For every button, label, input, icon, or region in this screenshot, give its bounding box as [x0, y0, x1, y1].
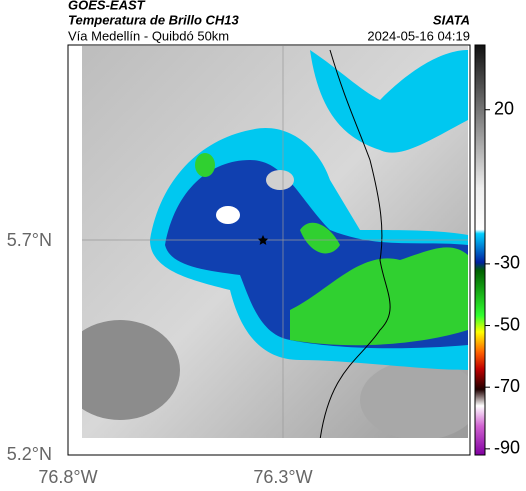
station-marker	[257, 235, 269, 245]
clear-patch	[216, 206, 240, 224]
colorbar-label: -50	[494, 314, 520, 334]
timestamp: 2024-05-16 04:19	[367, 28, 470, 43]
source: GOES-EAST	[68, 0, 146, 12]
cloud	[360, 360, 468, 438]
lat-label: 5.7°N	[7, 230, 52, 250]
colorbar	[474, 44, 486, 456]
colorbar-label: -70	[494, 376, 520, 396]
lat-label: 5.2°N	[7, 444, 52, 464]
map	[67, 44, 471, 456]
colorbar-label: 20	[494, 98, 514, 118]
clear-patch	[266, 170, 294, 190]
colorbar-label: -90	[494, 438, 520, 458]
title: Temperatura de Brillo CH13	[68, 12, 240, 27]
deep-convection	[300, 222, 340, 254]
colorbar-ticks: 20 -30 -50 -70 -90	[485, 98, 520, 458]
deep-convection	[290, 247, 468, 346]
subtitle: Vía Medellín - Quibdó 50km	[68, 28, 229, 43]
lon-label: 76.8°W	[38, 467, 97, 487]
colorbar-label: -30	[494, 253, 520, 273]
deep-convection	[195, 153, 215, 177]
cloud	[82, 320, 180, 420]
lon-label: 76.3°W	[253, 467, 312, 487]
agency: SIATA	[433, 12, 470, 27]
cold-cloud	[310, 50, 468, 153]
border-line	[319, 49, 391, 438]
